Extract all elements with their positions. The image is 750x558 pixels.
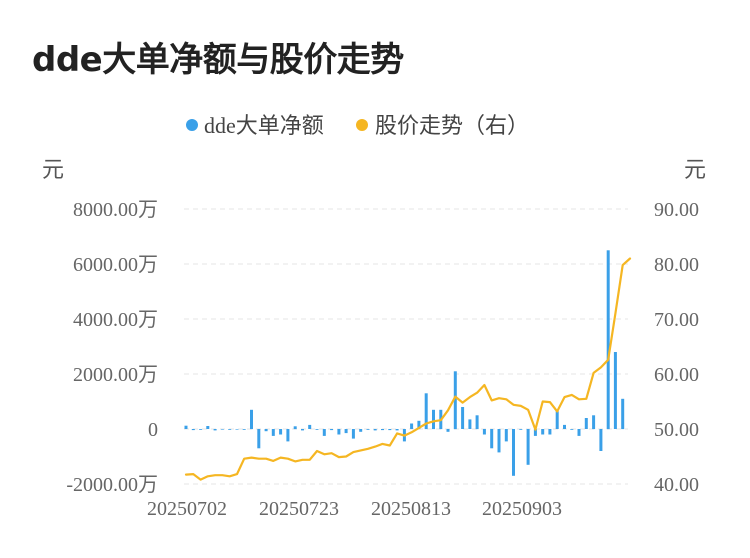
- right-tick-label: 90.00: [654, 199, 699, 221]
- dde-bar[interactable]: [271, 429, 275, 436]
- right-tick-label: 40.00: [654, 474, 699, 496]
- x-axis: 20250702 20250723 20250813 20250903: [147, 498, 562, 520]
- dde-bar[interactable]: [548, 429, 552, 435]
- dde-bar[interactable]: [330, 429, 334, 431]
- dde-bar[interactable]: [512, 429, 515, 476]
- dde-bar[interactable]: [250, 409, 253, 430]
- left-tick-label: 4000.00万: [73, 309, 158, 331]
- legend-item-dde[interactable]: dde大单净额: [186, 113, 324, 138]
- dde-bar[interactable]: [184, 425, 188, 429]
- dde-bar[interactable]: [228, 429, 232, 430]
- dde-bar[interactable]: [257, 429, 261, 449]
- x-tick-label: 20250723: [259, 498, 339, 520]
- dde-bar[interactable]: [373, 429, 377, 431]
- dde-bar[interactable]: [410, 423, 414, 430]
- left-tick-label: 6000.00万: [73, 254, 158, 276]
- dde-bar[interactable]: [570, 429, 574, 430]
- dde-bar[interactable]: [206, 426, 210, 429]
- dde-bar[interactable]: [235, 429, 239, 430]
- x-tick-label: 20250903: [482, 498, 562, 520]
- left-axis-unit: 元: [42, 157, 64, 182]
- dde-bar[interactable]: [264, 429, 268, 432]
- dde-bar[interactable]: [213, 429, 217, 431]
- dde-bar[interactable]: [519, 429, 523, 430]
- dde-bar[interactable]: [366, 429, 370, 430]
- grid-lines: [184, 208, 628, 485]
- dde-bar[interactable]: [577, 429, 581, 436]
- right-tick-label: 60.00: [654, 364, 699, 386]
- dde-bar[interactable]: [199, 429, 203, 430]
- right-axis: 90.00 80.00 70.00 60.00 50.00 40.00: [654, 199, 699, 496]
- dde-bar[interactable]: [592, 415, 596, 430]
- left-tick-label: 0: [148, 419, 158, 441]
- dde-bar[interactable]: [424, 393, 428, 430]
- dde-bar[interactable]: [563, 424, 566, 429]
- x-tick-label: 20250702: [147, 498, 227, 520]
- dde-bar[interactable]: [541, 429, 545, 435]
- dde-bar[interactable]: [293, 426, 297, 430]
- right-tick-label: 70.00: [654, 309, 699, 331]
- dde-bar[interactable]: [381, 429, 384, 431]
- dde-bar[interactable]: [482, 429, 486, 435]
- dde-bar[interactable]: [526, 429, 530, 465]
- bar-series-dde: [184, 250, 625, 476]
- dde-bar[interactable]: [337, 429, 341, 435]
- legend-label-price: 股价走势（右）: [375, 113, 529, 138]
- dde-bar[interactable]: [533, 429, 537, 436]
- dde-bar[interactable]: [322, 429, 326, 436]
- left-axis: 8000.00万 6000.00万 4000.00万 2000.00万 0 -2…: [66, 199, 158, 496]
- dde-bar[interactable]: [301, 429, 304, 431]
- dde-bar[interactable]: [242, 429, 246, 430]
- chart-title: dde大单净额与股价走势: [32, 40, 404, 80]
- dde-bar[interactable]: [468, 419, 472, 429]
- dde-bar[interactable]: [584, 418, 588, 429]
- dde-bar[interactable]: [351, 429, 355, 439]
- dde-bar[interactable]: [315, 429, 319, 430]
- right-axis-unit: 元: [684, 157, 706, 182]
- right-tick-label: 50.00: [654, 419, 699, 441]
- dde-bar[interactable]: [308, 424, 312, 429]
- dde-bar[interactable]: [453, 371, 457, 430]
- left-tick-label: 8000.00万: [73, 199, 158, 221]
- dde-bar[interactable]: [606, 250, 610, 430]
- dde-bar[interactable]: [599, 429, 603, 451]
- dde-bar[interactable]: [490, 429, 494, 449]
- dde-bar[interactable]: [475, 415, 479, 430]
- legend-item-price[interactable]: 股价走势（右）: [356, 113, 529, 138]
- right-tick-label: 80.00: [654, 254, 699, 276]
- legend-dot-dde: [186, 119, 198, 131]
- dde-bar[interactable]: [432, 409, 435, 430]
- legend: dde大单净额 股价走势（右）: [186, 113, 529, 138]
- line-series-price: [184, 257, 632, 481]
- dde-bar[interactable]: [555, 411, 559, 429]
- dde-bar[interactable]: [359, 429, 363, 432]
- left-tick-label: 2000.00万: [73, 364, 158, 386]
- dde-bar[interactable]: [344, 429, 348, 434]
- dde-bar[interactable]: [417, 420, 421, 430]
- dde-bar[interactable]: [504, 429, 508, 442]
- legend-label-dde: dde大单净额: [204, 113, 324, 138]
- dde-bar[interactable]: [191, 429, 195, 431]
- x-tick-label: 20250813: [371, 498, 451, 520]
- left-tick-label: -2000.00万: [66, 474, 158, 496]
- legend-dot-price: [356, 119, 368, 131]
- dde-bar[interactable]: [621, 398, 625, 430]
- dde-bar[interactable]: [395, 429, 399, 431]
- dde-bar[interactable]: [613, 352, 617, 429]
- dde-bar[interactable]: [279, 429, 283, 435]
- dde-bar[interactable]: [220, 429, 224, 430]
- dde-bar[interactable]: [461, 407, 465, 429]
- dde-bar[interactable]: [497, 429, 501, 453]
- dde-bar[interactable]: [286, 429, 290, 442]
- dde-bar[interactable]: [388, 429, 392, 431]
- dde-bar[interactable]: [446, 429, 450, 432]
